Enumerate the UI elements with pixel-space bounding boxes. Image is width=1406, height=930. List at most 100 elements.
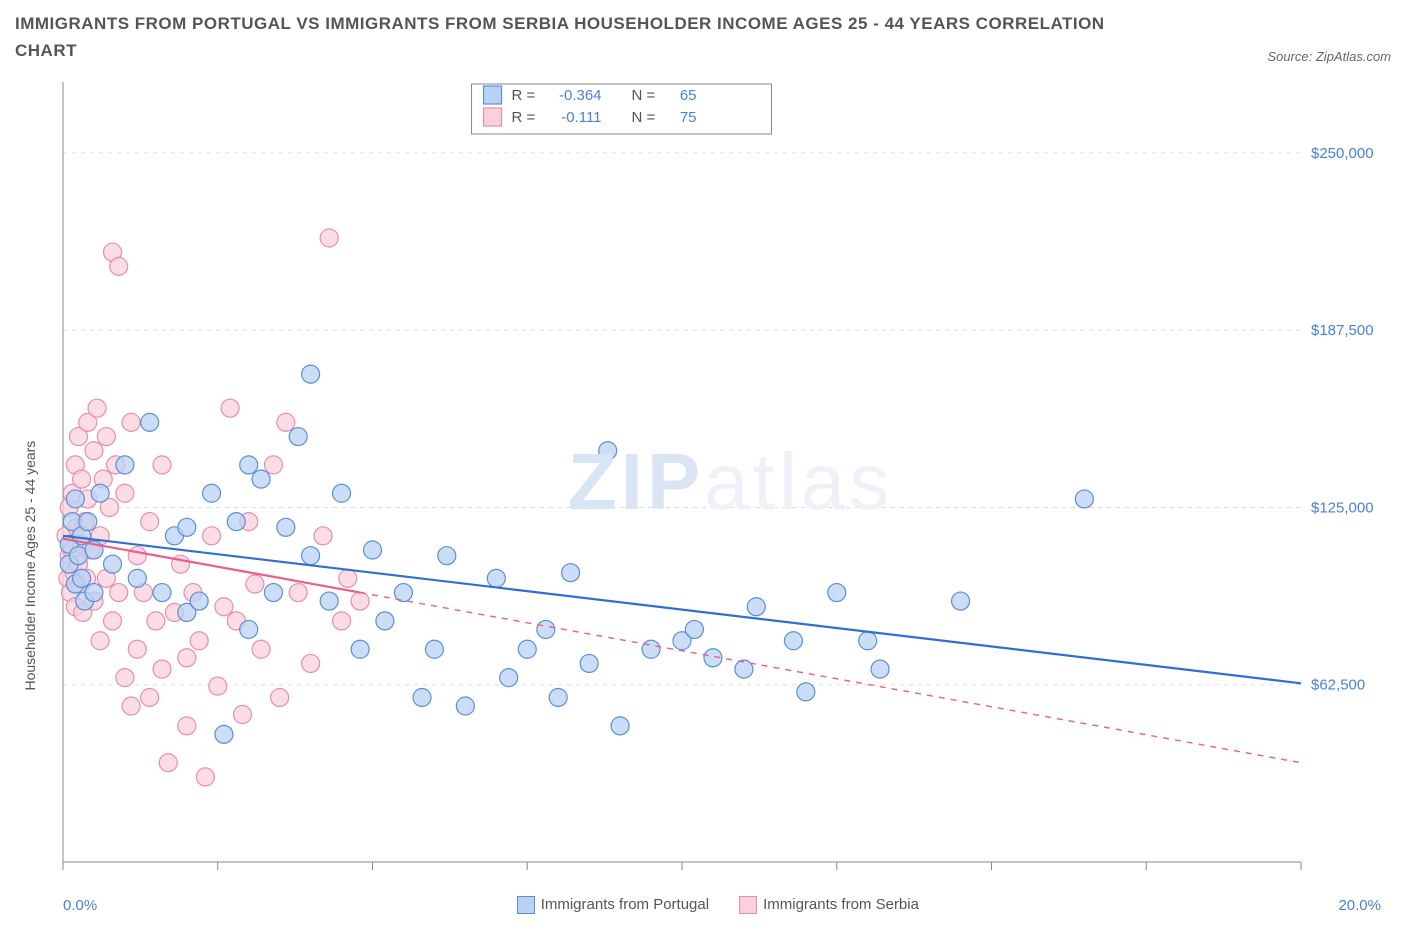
- serbia-point: [333, 612, 351, 630]
- serbia-point: [104, 612, 122, 630]
- serbia-point: [314, 527, 332, 545]
- serbia-point: [128, 641, 146, 659]
- serbia-point: [73, 470, 91, 488]
- portugal-point: [264, 584, 282, 602]
- serbia-point: [128, 547, 146, 565]
- chart-area: $62,500 $125,000 $187,500 $250,000 Household…: [15, 72, 1391, 892]
- serbia-point: [203, 527, 221, 545]
- serbia-point: [153, 661, 171, 679]
- legend-stat: 75: [680, 109, 697, 126]
- portugal-point: [487, 570, 505, 588]
- portugal-point: [85, 584, 103, 602]
- legend-swatch: [517, 896, 535, 914]
- portugal-point: [828, 584, 846, 602]
- ytick-label: $187,500: [1311, 323, 1374, 340]
- portugal-point: [562, 564, 580, 582]
- portugal-point: [153, 584, 171, 602]
- portugal-point: [784, 632, 802, 650]
- legend-stat: -0.364: [559, 87, 602, 104]
- portugal-point: [128, 570, 146, 588]
- serbia-point: [190, 632, 208, 650]
- serbia-point: [116, 669, 134, 687]
- serbia-point: [97, 428, 115, 446]
- portugal-point: [178, 519, 196, 537]
- portugal-point: [73, 570, 91, 588]
- serbia-point: [289, 584, 307, 602]
- serbia-point: [178, 717, 196, 735]
- serbia-point: [234, 706, 252, 724]
- serbia-point: [252, 641, 270, 659]
- serbia-point: [91, 632, 109, 650]
- portugal-point: [376, 612, 394, 630]
- portugal-point: [518, 641, 536, 659]
- portugal-point: [500, 669, 518, 687]
- portugal-point: [240, 621, 258, 639]
- serbia-point: [110, 584, 128, 602]
- legend-stat: N =: [632, 109, 656, 126]
- portugal-point: [413, 689, 431, 707]
- portugal-point: [685, 621, 703, 639]
- serbia-point: [196, 768, 214, 786]
- portugal-point: [333, 485, 351, 503]
- portugal-point: [215, 726, 233, 744]
- serbia-point: [122, 697, 140, 715]
- serbia-point: [221, 400, 239, 418]
- portugal-point: [599, 442, 617, 460]
- portugal-point: [1075, 490, 1093, 508]
- legend-stat: 65: [680, 87, 697, 104]
- portugal-point: [302, 547, 320, 565]
- serbia-point: [178, 649, 196, 667]
- serbia-point: [141, 689, 159, 707]
- serbia-point: [88, 400, 106, 418]
- portugal-point: [549, 689, 567, 707]
- portugal-point: [240, 456, 258, 474]
- portugal-point: [203, 485, 221, 503]
- serbia-point: [209, 678, 227, 696]
- legend-item: Immigrants from Portugal: [517, 896, 709, 914]
- portugal-point: [79, 513, 97, 531]
- ytick-label: $125,000: [1311, 500, 1374, 517]
- chart-title: IMMIGRANTS FROM PORTUGAL VS IMMIGRANTS F…: [15, 10, 1115, 64]
- portugal-point: [871, 661, 889, 679]
- serbia-point: [141, 513, 159, 531]
- portugal-point: [425, 641, 443, 659]
- portugal-point: [797, 683, 815, 701]
- serbia-point: [246, 575, 264, 593]
- ytick-label: $62,500: [1311, 677, 1365, 694]
- legend-stat: N =: [632, 87, 656, 104]
- serbia-point: [264, 456, 282, 474]
- ytick-label: $250,000: [1311, 145, 1374, 162]
- yaxis-title: Householder Income Ages 25 - 44 years: [22, 441, 38, 691]
- portugal-point: [277, 519, 295, 537]
- portugal-point: [438, 547, 456, 565]
- xaxis-max-label: 20.0%: [1338, 897, 1381, 914]
- portugal-point: [252, 470, 270, 488]
- scatter-chart: $62,500 $125,000 $187,500 $250,000 Household…: [15, 72, 1391, 892]
- legend-swatch: [739, 896, 757, 914]
- serbia-point: [153, 456, 171, 474]
- serbia-point: [122, 414, 140, 432]
- xaxis-min-label: 0.0%: [63, 897, 97, 914]
- serbia-point: [351, 592, 369, 610]
- serbia-point: [116, 485, 134, 503]
- source-label: Source: ZipAtlas.com: [1267, 49, 1391, 64]
- serbia-point: [110, 258, 128, 276]
- legend-stat: R =: [512, 109, 536, 126]
- serbia-point: [320, 229, 338, 247]
- portugal-point: [141, 414, 159, 432]
- portugal-point: [580, 655, 598, 673]
- portugal-point: [952, 592, 970, 610]
- portugal-point: [456, 697, 474, 715]
- portugal-point: [611, 717, 629, 735]
- serbia-point: [277, 414, 295, 432]
- legend-stat: -0.111: [561, 109, 601, 126]
- legend-stat: R =: [512, 87, 536, 104]
- portugal-point: [364, 541, 382, 559]
- portugal-point: [351, 641, 369, 659]
- portugal-point: [116, 456, 134, 474]
- serbia-point: [85, 442, 103, 460]
- portugal-point: [642, 641, 660, 659]
- bottom-legend: Immigrants from PortugalImmigrants from …: [517, 896, 919, 914]
- serbia-point: [271, 689, 289, 707]
- serbia-point: [147, 612, 165, 630]
